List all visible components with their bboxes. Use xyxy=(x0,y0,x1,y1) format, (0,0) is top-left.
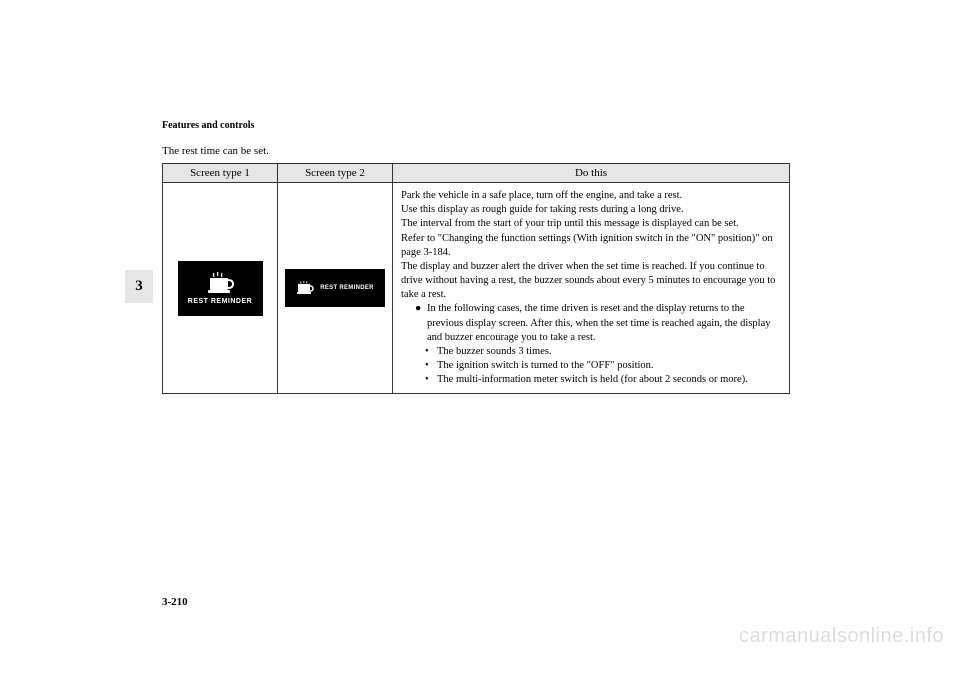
screen-type-1-cell: REST REMINDER xyxy=(163,183,278,394)
list-item: In the following cases, the time driven … xyxy=(415,302,781,345)
rest-reminder-label: REST REMINDER xyxy=(320,285,374,291)
watermark: carmanualsonline.info xyxy=(739,625,944,648)
do-this-cell: Park the vehicle in a safe place, turn o… xyxy=(393,183,790,394)
instruction-line: Refer to "Changing the function settings… xyxy=(401,232,781,260)
list-item: The multi-information meter switch is he… xyxy=(425,373,781,387)
instruction-line: The display and buzzer alert the driver … xyxy=(401,260,781,303)
header-screen-type-1: Screen type 1 xyxy=(163,164,278,183)
header-do-this: Do this xyxy=(393,164,790,183)
rest-reminder-label: REST REMINDER xyxy=(188,298,252,305)
instruction-line: The interval from the start of your trip… xyxy=(401,217,781,231)
list-item: The ignition switch is turned to the "OF… xyxy=(425,359,781,373)
list-item: The buzzer sounds 3 times. xyxy=(425,345,781,359)
header-screen-type-2: Screen type 2 xyxy=(278,164,393,183)
bullet-list: In the following cases, the time driven … xyxy=(401,302,781,387)
chapter-tab: 3 xyxy=(125,270,153,303)
instruction-line: Park the vehicle in a safe place, turn o… xyxy=(401,189,781,203)
do-this-content: Park the vehicle in a safe place, turn o… xyxy=(401,189,781,387)
coffee-cup-icon xyxy=(296,281,314,295)
rest-reminder-display-2: REST REMINDER xyxy=(285,269,385,307)
instruction-line: Use this display as rough guide for taki… xyxy=(401,203,781,217)
table-header-row: Screen type 1 Screen type 2 Do this xyxy=(163,164,790,183)
intro-text: The rest time can be set. xyxy=(162,145,790,157)
section-header: Features and controls xyxy=(162,120,790,131)
page-content: Features and controls The rest time can … xyxy=(0,0,960,394)
rest-time-table: Screen type 1 Screen type 2 Do this xyxy=(162,163,790,394)
page-number: 3-210 xyxy=(162,596,188,608)
screen-type-2-cell: REST REMINDER xyxy=(278,183,393,394)
table-row: REST REMINDER REST REMIN xyxy=(163,183,790,394)
rest-reminder-display-1: REST REMINDER xyxy=(178,261,263,316)
coffee-cup-icon xyxy=(206,272,234,294)
